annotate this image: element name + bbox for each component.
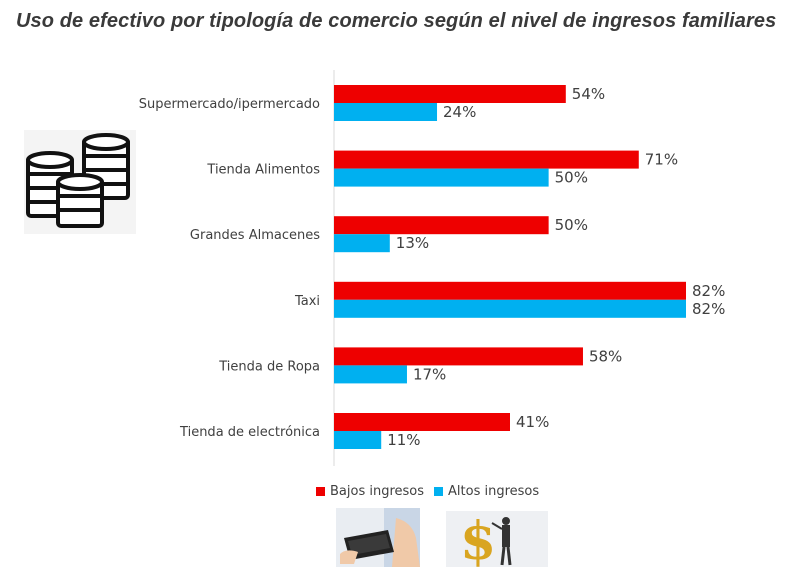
legend-swatch-altos	[434, 487, 444, 496]
bar-altos-ingresos	[334, 168, 549, 187]
legend-label-altos: Altos ingresos	[448, 484, 540, 499]
data-label-altos: 17%	[413, 365, 446, 383]
data-label-bajos: 50%	[555, 216, 588, 234]
bar-altos-ingresos	[334, 431, 382, 449]
coins-stack-icon	[24, 130, 136, 234]
chart-legend: Bajos ingresos Altos ingresos	[316, 484, 549, 499]
data-label-altos: 13%	[396, 234, 429, 252]
legend-item-altos: Altos ingresos	[434, 484, 539, 499]
bar-bajos-ingresos	[334, 150, 639, 169]
data-label-bajos: 58%	[589, 347, 622, 365]
category-label: Grandes Almacenes	[190, 228, 320, 243]
bar-altos-ingresos	[334, 234, 390, 253]
bar-bajos-ingresos	[334, 281, 686, 300]
data-label-altos: 50%	[555, 169, 588, 187]
bar-altos-ingresos	[334, 103, 438, 121]
data-label-bajos: 54%	[572, 85, 605, 103]
bar-altos-ingresos	[334, 365, 407, 384]
legend-item-bajos: Bajos ingresos	[316, 484, 424, 499]
category-label: Supermercado/ipermercado	[139, 97, 320, 112]
bar-bajos-ingresos	[334, 85, 566, 103]
category-label: Tienda Alimentos	[206, 163, 320, 178]
data-label-altos: 24%	[443, 103, 476, 121]
legend-label-bajos: Bajos ingresos	[330, 484, 425, 499]
bar-chart: Supermercado/ipermercado 54% 24% Tienda Ali…	[139, 70, 725, 466]
data-label-altos: 11%	[387, 431, 420, 449]
legend-swatch-bajos	[316, 487, 325, 496]
dollar-sign-man-icon: $	[446, 511, 548, 567]
bar-bajos-ingresos	[334, 413, 510, 431]
bar-altos-ingresos	[334, 299, 686, 318]
data-label-bajos: 41%	[516, 413, 549, 431]
category-label: Tienda de Ropa	[218, 359, 320, 374]
data-label-bajos: 71%	[645, 151, 678, 169]
category-label: Tienda de electrónica	[179, 425, 320, 440]
bar-bajos-ingresos	[334, 347, 583, 366]
data-label-bajos: 82%	[692, 282, 725, 300]
category-label: Taxi	[294, 294, 320, 309]
chart-title: Uso de efectivo por tipología de comerci…	[16, 10, 777, 32]
bar-bajos-ingresos	[334, 216, 549, 235]
empty-wallet-icon	[336, 508, 420, 567]
data-label-altos: 82%	[692, 300, 725, 318]
svg-text:$: $	[460, 511, 496, 567]
